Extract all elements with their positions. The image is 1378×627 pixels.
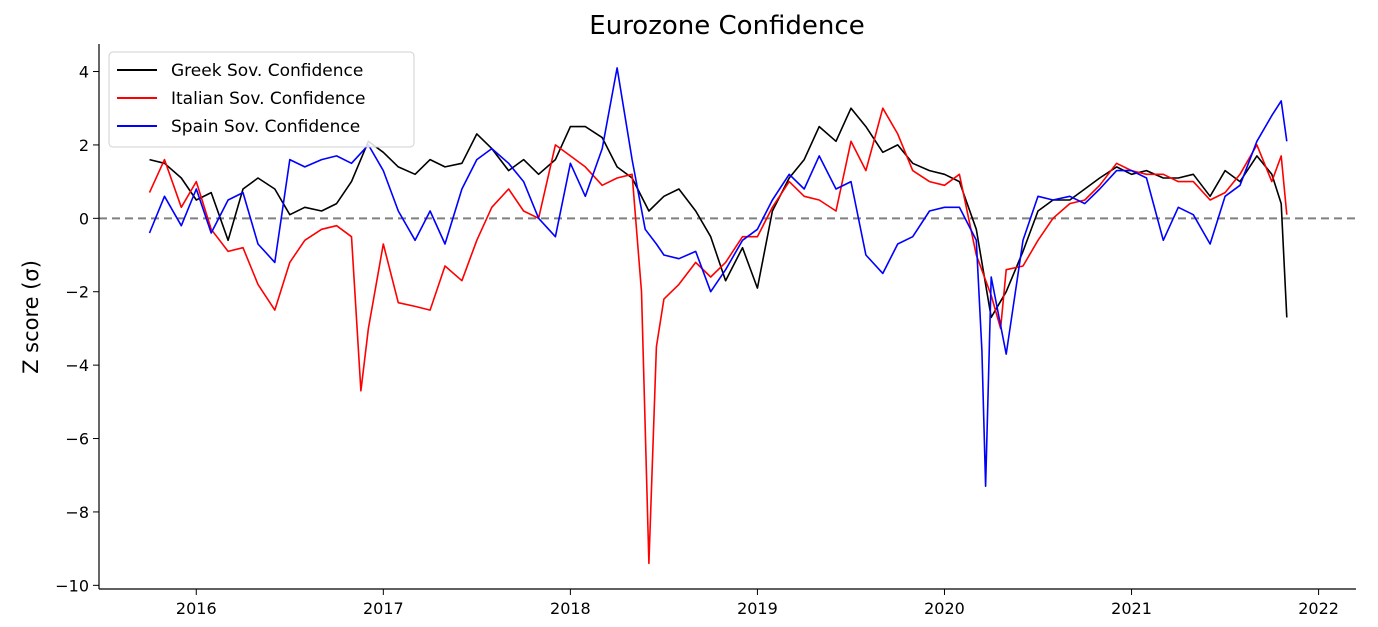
legend: Greek Sov. Confidence Italian Sov. Confid… <box>108 51 415 148</box>
y-tick-label: 0 <box>79 209 89 228</box>
x-tick-label: 2018 <box>550 599 591 618</box>
ticks-layer: 2016 2017 2018 2019 2020 2021 2022 4 2 0 −2 −4 −6 −8 −… <box>55 63 1339 618</box>
y-tick-label: −2 <box>65 283 89 302</box>
legend-label: Spain Sov. Confidence <box>171 117 360 137</box>
legend-label: Greek Sov. Confidence <box>171 61 363 81</box>
y-axis-title: Z score (σ) <box>19 260 43 374</box>
x-tick-label: 2020 <box>924 599 965 618</box>
legend-label: Italian Sov. Confidence <box>171 89 365 109</box>
x-tick-label: 2017 <box>363 599 404 618</box>
series-layer <box>148 67 1288 565</box>
y-tick-label: −8 <box>65 503 89 522</box>
series-line-2 <box>148 107 1288 565</box>
y-tick-label: −6 <box>65 430 89 449</box>
axes-layer <box>98 44 1356 590</box>
legend-box <box>108 51 415 148</box>
x-tick-label: 2022 <box>1298 599 1339 618</box>
chart-title: Eurozone Confidence <box>589 11 864 41</box>
x-tick-label: 2019 <box>737 599 778 618</box>
y-tick-label: 2 <box>79 136 89 155</box>
x-tick-label: 2016 <box>176 599 217 618</box>
series-line-3 <box>148 67 1288 487</box>
x-tick-label: 2021 <box>1111 599 1152 618</box>
y-tick-label: 4 <box>79 63 89 82</box>
y-tick-label: −4 <box>65 356 89 375</box>
y-tick-label: −10 <box>55 576 89 595</box>
